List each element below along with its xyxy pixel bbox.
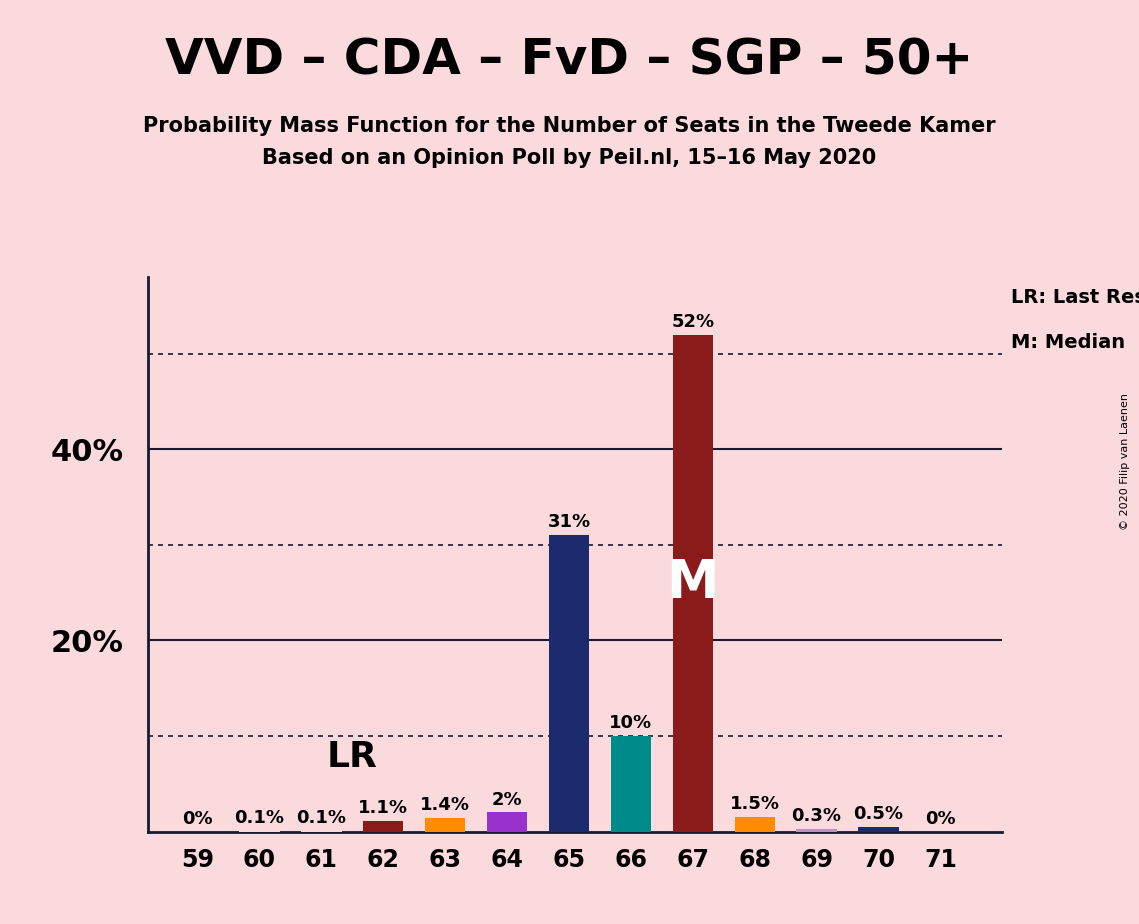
- Text: LR: Last Result: LR: Last Result: [1011, 288, 1139, 308]
- Text: 1.5%: 1.5%: [730, 796, 780, 813]
- Bar: [239, 831, 279, 832]
- Bar: [549, 535, 589, 832]
- Text: 52%: 52%: [671, 312, 714, 331]
- Text: Probability Mass Function for the Number of Seats in the Tweede Kamer: Probability Mass Function for the Number…: [144, 116, 995, 136]
- Text: 0.1%: 0.1%: [235, 808, 285, 827]
- Text: 1.4%: 1.4%: [420, 796, 470, 814]
- Text: 10%: 10%: [609, 714, 653, 732]
- Text: M: M: [666, 557, 719, 609]
- Text: M: Median: M: Median: [1011, 333, 1125, 352]
- Bar: [425, 819, 466, 832]
- Text: VVD – CDA – FvD – SGP – 50+: VVD – CDA – FvD – SGP – 50+: [165, 37, 974, 85]
- Bar: [363, 821, 403, 832]
- Bar: [611, 736, 652, 832]
- Text: LR: LR: [327, 740, 378, 774]
- Text: 31%: 31%: [548, 514, 590, 531]
- Text: 0.5%: 0.5%: [853, 805, 903, 823]
- Text: © 2020 Filip van Laenen: © 2020 Filip van Laenen: [1120, 394, 1130, 530]
- Text: Based on an Opinion Poll by Peil.nl, 15–16 May 2020: Based on an Opinion Poll by Peil.nl, 15–…: [262, 148, 877, 168]
- Text: 0%: 0%: [182, 809, 213, 828]
- Text: 2%: 2%: [492, 791, 523, 808]
- Bar: [735, 817, 775, 832]
- Text: 0%: 0%: [925, 809, 956, 828]
- Bar: [796, 829, 837, 832]
- Text: 0.3%: 0.3%: [792, 807, 842, 825]
- Bar: [302, 831, 342, 832]
- Bar: [487, 812, 527, 832]
- Text: 0.1%: 0.1%: [296, 808, 346, 827]
- Bar: [673, 334, 713, 832]
- Bar: [859, 827, 899, 832]
- Text: 1.1%: 1.1%: [359, 799, 408, 817]
